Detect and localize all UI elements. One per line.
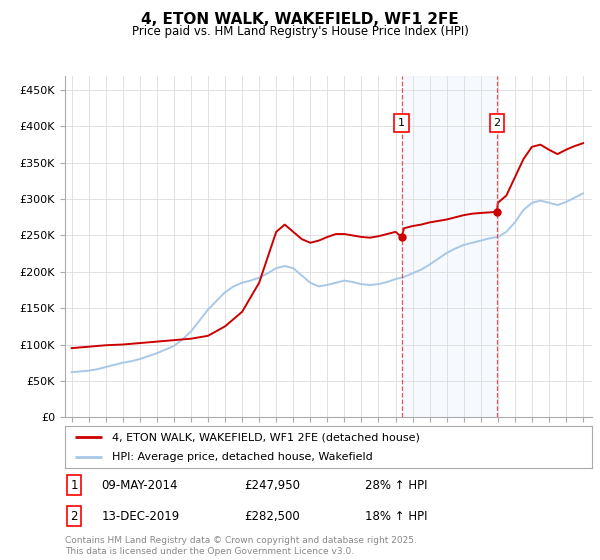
Text: 13-DEC-2019: 13-DEC-2019 (101, 510, 180, 523)
Text: 1: 1 (398, 118, 405, 128)
Text: Contains HM Land Registry data © Crown copyright and database right 2025.
This d: Contains HM Land Registry data © Crown c… (65, 536, 416, 556)
Text: 28% ↑ HPI: 28% ↑ HPI (365, 479, 428, 492)
Text: £282,500: £282,500 (244, 510, 299, 523)
Bar (401, 76, 497, 417)
Text: 2: 2 (493, 118, 500, 128)
Text: 1: 1 (71, 479, 78, 492)
Text: £247,950: £247,950 (244, 479, 300, 492)
Text: 09-MAY-2014: 09-MAY-2014 (101, 479, 178, 492)
Text: 18% ↑ HPI: 18% ↑ HPI (365, 510, 428, 523)
Text: Price paid vs. HM Land Registry's House Price Index (HPI): Price paid vs. HM Land Registry's House … (131, 25, 469, 38)
Text: 2: 2 (71, 510, 78, 523)
Text: HPI: Average price, detached house, Wakefield: HPI: Average price, detached house, Wake… (112, 452, 373, 462)
Text: 4, ETON WALK, WAKEFIELD, WF1 2FE (detached house): 4, ETON WALK, WAKEFIELD, WF1 2FE (detach… (112, 432, 420, 442)
Text: 4, ETON WALK, WAKEFIELD, WF1 2FE: 4, ETON WALK, WAKEFIELD, WF1 2FE (141, 12, 459, 27)
